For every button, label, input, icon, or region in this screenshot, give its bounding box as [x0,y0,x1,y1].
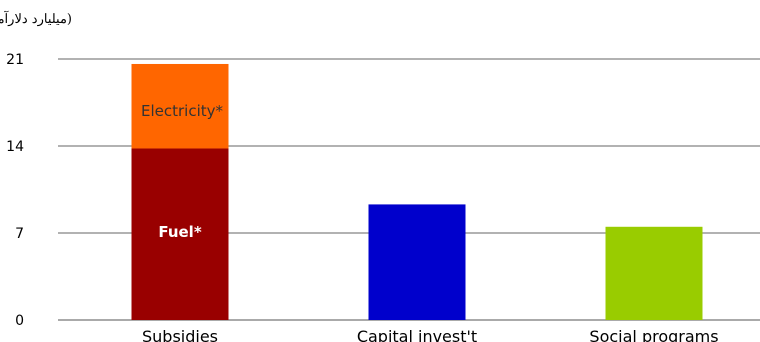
y-axis-ticks: 0 7 14 21 [6,52,24,329]
bar-segment-1-0 [368,204,466,320]
segment-labels: Fuel* Electricity* [141,102,224,241]
segment-label: Electricity* [141,102,224,120]
bar-segment-2-0 [605,226,703,320]
category-label: Subsidies [142,327,218,342]
bars [131,63,703,320]
category-labels: Subsidies Capital invest't Social programs [142,327,719,342]
y-tick-label: 7 [15,226,24,242]
bar-segment-0-1 [131,63,229,149]
bar-segment-0-0 [131,148,229,320]
y-tick-label: 0 [15,313,24,329]
y-tick-label: 21 [6,52,24,68]
category-label: Social programs [589,327,718,342]
y-tick-label: 14 [6,139,24,155]
segment-label: Fuel* [158,223,201,241]
y-axis-unit-label: (میلیارد دلارآمریکا) [0,10,72,27]
category-label: Capital invest't [357,327,477,342]
